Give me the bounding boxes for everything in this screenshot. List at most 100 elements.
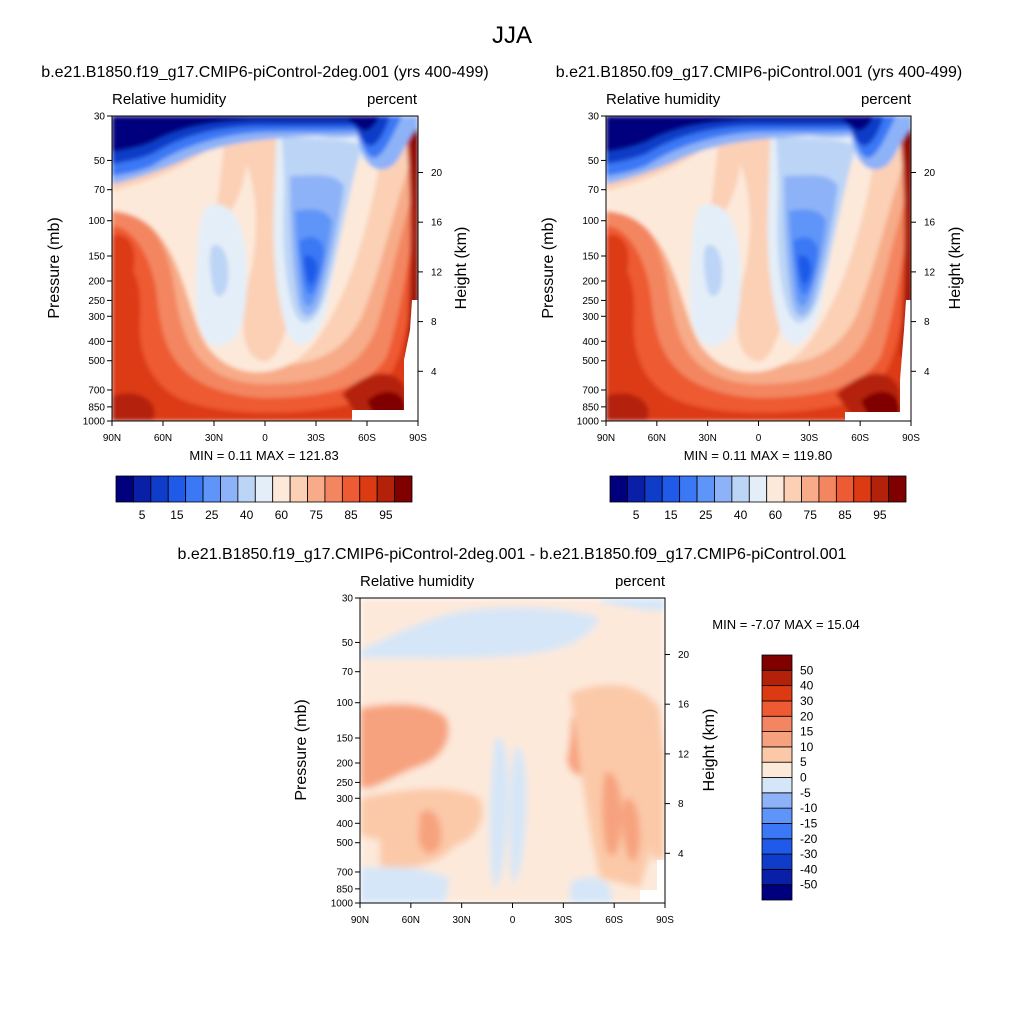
- panel-3-contour-field: [360, 598, 665, 903]
- panel-2-y2-axis-label: Height (km): [947, 227, 964, 310]
- panel-3-y-tick-label: 500: [336, 838, 353, 849]
- colorbar-1-swatch: [307, 475, 326, 503]
- panel-3-y-tick-label: 100: [336, 698, 353, 709]
- panel-2: b.e21.B1850.f09_g17.CMIP6-piControl.001 …: [540, 64, 964, 463]
- colorbar-2-swatch: [783, 475, 802, 503]
- colorbar-1-label: 40: [240, 508, 254, 522]
- colorbar-1-swatch: [150, 475, 169, 503]
- colorbar-1-swatch: [254, 475, 274, 503]
- colorbar-1-label: 25: [205, 508, 219, 522]
- colorbar-2-label: 75: [804, 508, 818, 522]
- panel-3-y-tick-label: 700: [336, 867, 353, 878]
- panel-2-x-tick-label: 90S: [902, 433, 920, 444]
- colorbar-3-label: -30: [800, 847, 818, 861]
- panel-3-y-tick-label: 70: [342, 667, 354, 678]
- colorbar-3-swatch: [761, 746, 793, 763]
- colorbar-2-label: 85: [838, 508, 852, 522]
- colorbar-1-swatch: [202, 475, 221, 503]
- panel-1-variable-label: Relative humidity: [112, 91, 227, 108]
- colorbar-1-label: 75: [310, 508, 324, 522]
- panel-2-y-tick-label: 400: [582, 337, 599, 348]
- panel-2-y-axis-label: Pressure (mb): [540, 217, 557, 318]
- colorbar-1-swatch: [359, 475, 378, 503]
- panel-2-y-tick-label: 50: [588, 156, 600, 167]
- colorbar-3-label: 30: [800, 694, 814, 708]
- panel-3: b.e21.B1850.f19_g17.CMIP6-piControl-2deg…: [178, 546, 860, 904]
- panel-2-variable-label: Relative humidity: [606, 91, 721, 108]
- panel-1-title: b.e21.B1850.f19_g17.CMIP6-piControl-2deg…: [41, 64, 488, 81]
- panel-2-x-tick-label: 30N: [698, 433, 716, 444]
- panel-1-y-tick-label: 100: [88, 216, 105, 227]
- colorbar-2-swatch: [870, 475, 889, 503]
- colorbar-3-swatch: [761, 853, 793, 870]
- panel-2-x-tick-label: 0: [756, 433, 762, 444]
- panel-3-y-tick-label: 250: [336, 778, 353, 789]
- panel-1-y2-tick-label: 8: [431, 317, 437, 328]
- colorbar-3-swatch: [761, 838, 793, 855]
- colorbar-3-label: -20: [800, 832, 818, 846]
- colorbar-3-label: -10: [800, 801, 818, 815]
- colorbar-3-swatch: [761, 777, 793, 794]
- colorbar-1-swatch: [115, 475, 134, 503]
- colorbar-2-swatch: [801, 475, 820, 503]
- colorbar-2-swatch: [748, 475, 768, 503]
- panel-2-y-tick-label: 150: [582, 251, 599, 262]
- panel-2-y2-tick-label: 4: [924, 367, 930, 378]
- colorbar-3-swatch: [761, 669, 793, 687]
- colorbar-3-swatch: [761, 884, 793, 901]
- colorbar-2-swatch: [627, 475, 646, 503]
- colorbar-3-label: -5: [800, 786, 811, 800]
- colorbar-3-label: 40: [800, 679, 814, 693]
- panel-3-y-tick-label: 850: [336, 884, 353, 895]
- colorbar-1-swatch: [289, 475, 308, 503]
- panel-1-y2-tick-label: 4: [431, 367, 437, 378]
- panel-1-y2-tick-label: 12: [431, 267, 443, 278]
- panel-1-x-tick-label: 90S: [409, 433, 427, 444]
- colorbar-2-swatch: [661, 475, 681, 503]
- panel-2-y-tick-label: 200: [582, 277, 599, 288]
- panel-2-x-tick-label: 90N: [597, 433, 615, 444]
- panel-2-y2-tick-label: 12: [924, 267, 936, 278]
- panel-1-min-max: MIN = 0.11 MAX = 121.83: [189, 448, 338, 463]
- colorbar-3-label: -15: [800, 816, 818, 830]
- panel-2-y-tick-label: 100: [582, 216, 599, 227]
- colorbar-3-swatch: [761, 792, 793, 809]
- colorbar-3-label: 0: [800, 771, 807, 785]
- panel-3-y-tick-label: 200: [336, 759, 353, 770]
- colorbar-3-label: 5: [800, 755, 807, 769]
- colorbar-1-swatch: [185, 475, 204, 503]
- panel-1-y-tick-label: 500: [88, 356, 105, 367]
- panel-3-x-tick-label: 0: [510, 915, 516, 926]
- panel-2-y-tick-label: 300: [582, 312, 599, 323]
- panel-3-variable-label: Relative humidity: [360, 573, 475, 590]
- panel-3-x-tick-label: 30S: [554, 915, 572, 926]
- panel-3-x-tick-label: 90N: [351, 915, 369, 926]
- colorbar-1-swatch: [220, 475, 239, 503]
- panel-1-contour-field: [112, 116, 418, 421]
- colorbar-3-swatch: [761, 868, 793, 886]
- panel-3-y-tick-label: 50: [342, 638, 354, 649]
- panel-3-title: b.e21.B1850.f19_g17.CMIP6-piControl-2deg…: [178, 546, 847, 563]
- panel-2-min-max: MIN = 0.11 MAX = 119.80: [684, 448, 832, 463]
- panel-3-y-tick-label: 150: [336, 733, 353, 744]
- panel-1-x-tick-label: 60N: [154, 433, 172, 444]
- colorbar-2-label: 40: [734, 508, 748, 522]
- panel-1-y-tick-label: 850: [88, 402, 105, 413]
- colorbar-1-label: 95: [379, 508, 393, 522]
- panel-3-y2-tick-label: 12: [678, 749, 690, 760]
- colorbar-1-swatch: [272, 475, 291, 503]
- panel-1-y2-axis-label: Height (km): [453, 227, 470, 310]
- panel-2-x-tick-label: 30S: [800, 433, 818, 444]
- colorbar-3-label: 20: [800, 709, 814, 723]
- panel-1-y-tick-label: 250: [88, 296, 105, 307]
- colorbar-1-swatch: [394, 475, 413, 503]
- panel-2-y-tick-label: 500: [582, 356, 599, 367]
- panel-1-y-tick-label: 200: [88, 277, 105, 288]
- panel-2-y-tick-label: 30: [588, 112, 600, 123]
- colorbar-2-swatch: [609, 475, 628, 503]
- panel-1-y-tick-label: 150: [88, 251, 105, 262]
- panel-1-y-tick-label: 700: [88, 385, 105, 396]
- colorbar-2-label: 5: [633, 508, 640, 522]
- colorbar-2-swatch: [888, 475, 907, 503]
